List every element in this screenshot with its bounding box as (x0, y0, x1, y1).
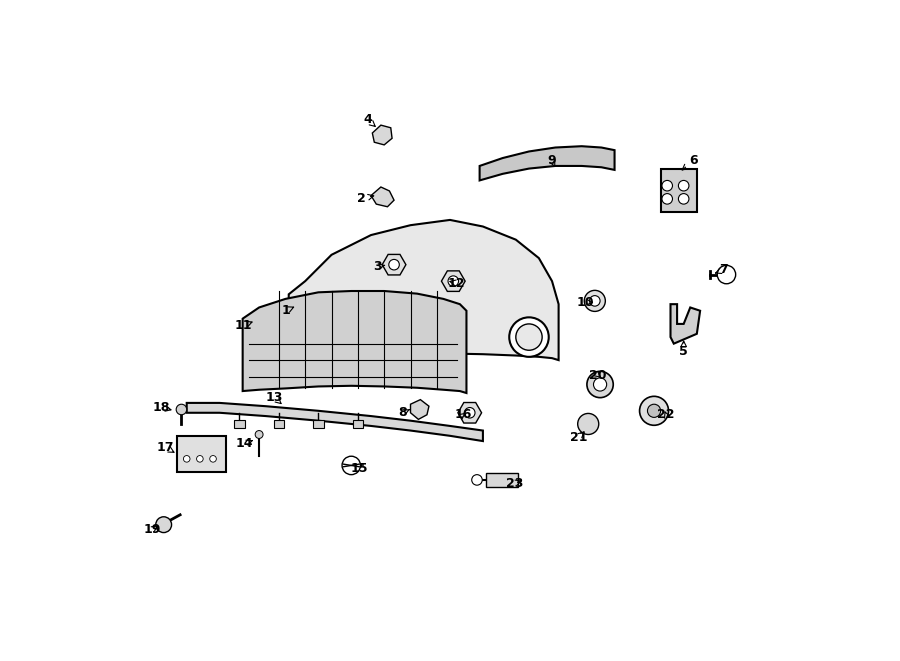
Circle shape (389, 259, 400, 270)
Text: 9: 9 (548, 154, 556, 167)
Polygon shape (480, 146, 615, 180)
Text: 1: 1 (281, 304, 290, 317)
Text: 17: 17 (157, 441, 175, 454)
Circle shape (640, 397, 669, 425)
Circle shape (593, 378, 607, 391)
Polygon shape (289, 220, 559, 360)
Circle shape (679, 180, 688, 191)
Circle shape (717, 265, 735, 284)
Polygon shape (410, 400, 429, 419)
Circle shape (184, 455, 190, 462)
Bar (313, 420, 324, 428)
Polygon shape (382, 254, 406, 275)
Text: 6: 6 (689, 154, 698, 167)
Text: 11: 11 (235, 319, 252, 332)
Circle shape (679, 194, 688, 204)
Text: 10: 10 (576, 295, 594, 309)
Circle shape (516, 324, 542, 350)
Circle shape (647, 405, 661, 417)
Bar (661, 169, 697, 212)
Text: 5: 5 (680, 345, 688, 358)
Circle shape (176, 405, 186, 414)
Text: 7: 7 (719, 264, 727, 276)
Circle shape (210, 455, 216, 462)
Polygon shape (371, 187, 394, 207)
Circle shape (464, 408, 475, 418)
Circle shape (662, 180, 672, 191)
Polygon shape (186, 403, 483, 441)
Text: 13: 13 (266, 391, 283, 404)
Text: 3: 3 (374, 260, 382, 273)
Polygon shape (670, 304, 700, 344)
Text: 4: 4 (364, 114, 372, 126)
Text: 2: 2 (356, 192, 365, 206)
Circle shape (256, 430, 263, 438)
Circle shape (509, 317, 549, 357)
Circle shape (578, 413, 599, 434)
Text: 14: 14 (236, 437, 254, 450)
Bar (486, 473, 518, 487)
Circle shape (448, 276, 459, 286)
Text: 12: 12 (448, 276, 465, 290)
Polygon shape (441, 271, 465, 292)
Text: 15: 15 (350, 462, 368, 475)
Bar (176, 436, 226, 472)
Text: 16: 16 (454, 408, 472, 421)
Text: 20: 20 (590, 369, 607, 382)
Circle shape (472, 475, 482, 485)
Bar (234, 420, 245, 428)
Circle shape (587, 371, 613, 398)
Circle shape (590, 295, 600, 306)
Text: 23: 23 (506, 477, 523, 490)
Text: 22: 22 (657, 408, 675, 420)
Circle shape (342, 456, 361, 475)
Circle shape (196, 455, 203, 462)
Polygon shape (373, 125, 392, 145)
Text: 21: 21 (570, 430, 587, 444)
Text: 18: 18 (153, 401, 170, 414)
Circle shape (662, 194, 672, 204)
Bar (274, 420, 284, 428)
Text: 8: 8 (399, 407, 407, 419)
Bar (353, 420, 363, 428)
Polygon shape (458, 403, 482, 423)
Polygon shape (243, 291, 466, 393)
Circle shape (156, 517, 172, 533)
Text: 19: 19 (144, 523, 161, 536)
Circle shape (584, 290, 606, 311)
